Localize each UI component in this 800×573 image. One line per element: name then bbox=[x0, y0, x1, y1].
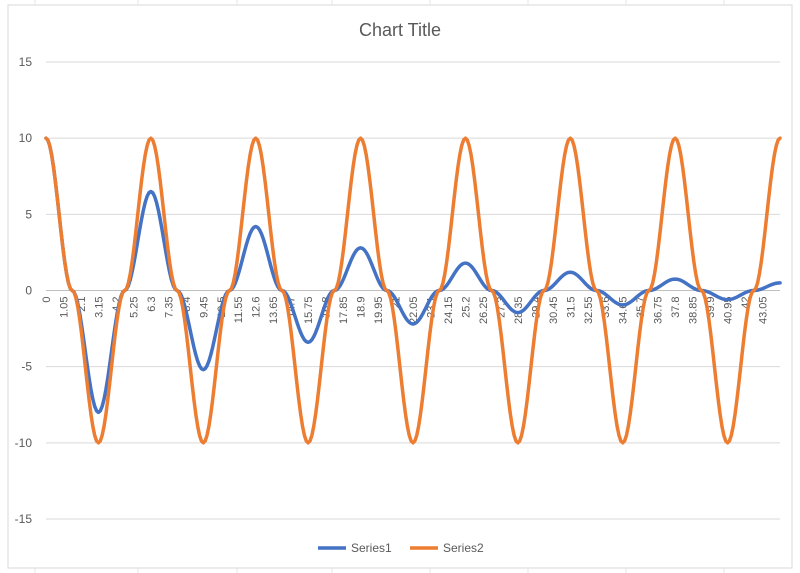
x-tick-label: 7.35 bbox=[163, 297, 175, 318]
series-line-2[interactable] bbox=[44, 136, 782, 445]
x-tick-label: 12.6 bbox=[251, 297, 263, 318]
y-tick-label: 15 bbox=[19, 55, 33, 69]
x-tick-label: 37.8 bbox=[670, 297, 682, 318]
x-tick-label: 43.05 bbox=[758, 297, 770, 325]
y-tick-label: -15 bbox=[15, 512, 33, 526]
y-tick-label: -10 bbox=[15, 436, 33, 450]
x-tick-label: 34.65 bbox=[618, 297, 630, 325]
x-tick-label: 36.75 bbox=[653, 297, 665, 325]
y-tick-label: 5 bbox=[25, 207, 32, 221]
x-tick-label: 32.55 bbox=[583, 297, 595, 325]
x-tick-label: 26.25 bbox=[478, 297, 490, 325]
chart-title[interactable]: Chart Title bbox=[359, 20, 441, 40]
x-tick-label: 13.65 bbox=[268, 297, 280, 325]
x-tick-label: 5.25 bbox=[128, 297, 140, 318]
x-tick-label: 6.3 bbox=[146, 297, 158, 312]
x-tick-label: 19.95 bbox=[373, 297, 385, 325]
x-tick-label: 30.45 bbox=[548, 297, 560, 325]
x-tick-label: 31.5 bbox=[565, 297, 577, 318]
x-tick-label: 3.15 bbox=[93, 297, 105, 318]
x-tick-label: 40.95 bbox=[723, 297, 735, 325]
y-tick-label: -5 bbox=[21, 360, 32, 374]
legend-label-2: Series2 bbox=[443, 541, 484, 555]
legend[interactable]: Series1 Series2 bbox=[318, 541, 484, 555]
x-tick-label: 0 bbox=[41, 297, 53, 303]
legend-label-1: Series1 bbox=[351, 541, 392, 555]
series-layer bbox=[44, 136, 782, 445]
x-tick-label: 11.55 bbox=[233, 297, 245, 324]
x-tick-label: 24.15 bbox=[443, 297, 455, 325]
x-tick-label: 9.45 bbox=[198, 297, 210, 318]
x-tick-label: 28.35 bbox=[513, 297, 525, 325]
y-tick-label: 0 bbox=[25, 284, 32, 298]
x-tick-label: 15.75 bbox=[303, 297, 315, 325]
x-tick-label: 38.85 bbox=[688, 297, 700, 325]
x-tick-label: 1.05 bbox=[58, 297, 70, 318]
x-tick-label: 25.2 bbox=[460, 297, 472, 318]
series-line-1[interactable] bbox=[44, 136, 782, 415]
x-tick-label: 17.85 bbox=[338, 297, 350, 325]
y-tick-label: 10 bbox=[19, 131, 33, 145]
x-tick-label: 22.05 bbox=[408, 297, 420, 325]
x-tick-label: 18.9 bbox=[356, 297, 368, 318]
y-axis-tick-labels: -15 -10 -5 0 5 10 15 bbox=[15, 55, 33, 526]
